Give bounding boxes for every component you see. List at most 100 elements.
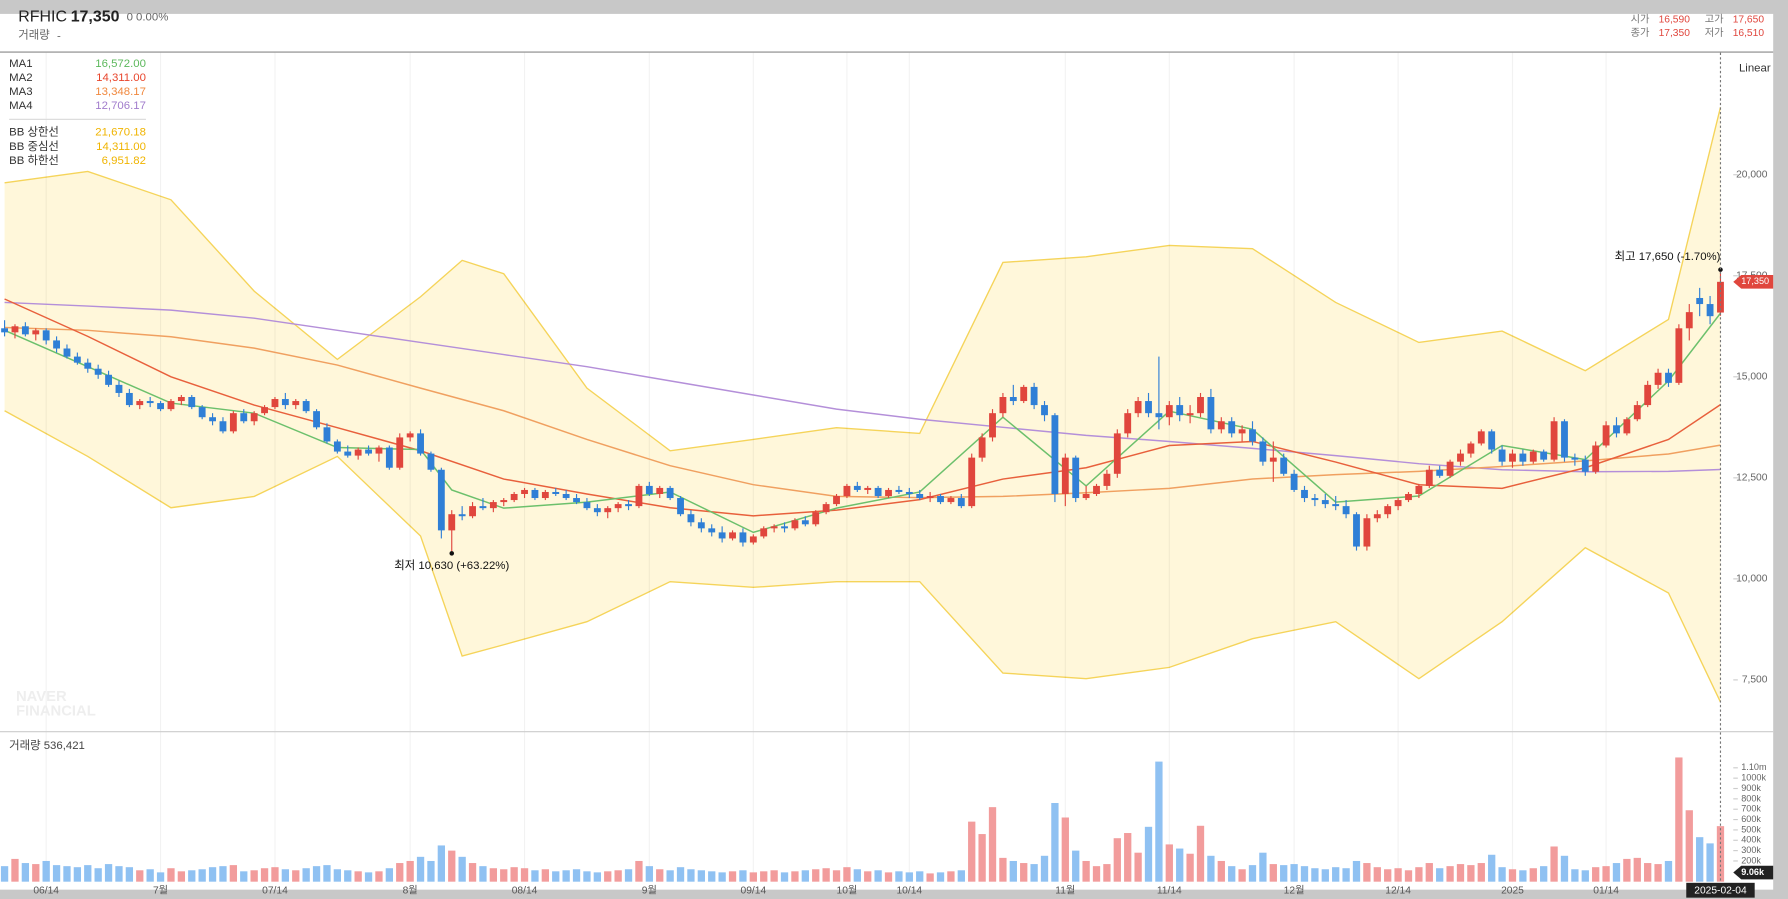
x-tick-label: 8월 <box>403 885 418 897</box>
volume-bar <box>1248 865 1257 882</box>
volume-bar <box>895 871 903 882</box>
volume-bar <box>1716 826 1725 882</box>
candle-body <box>1415 485 1423 494</box>
candle-body <box>469 506 476 517</box>
volume-bar <box>1644 863 1652 882</box>
candle-body <box>1207 397 1215 430</box>
candle-body <box>1051 415 1059 494</box>
volume-tick-label: 400k <box>1741 835 1761 845</box>
ohlc-value: 16,510 <box>1733 28 1765 39</box>
volume-bar <box>1051 803 1059 882</box>
candle-body <box>833 496 840 505</box>
volume-bar <box>0 866 9 882</box>
candle-body <box>1633 405 1641 420</box>
candle-body <box>926 496 934 499</box>
candle-body <box>250 413 258 422</box>
volume-bar <box>1384 869 1392 882</box>
volume-tick-label: 800k <box>1741 793 1761 803</box>
candle-body <box>209 417 216 422</box>
volume-bar <box>760 871 768 882</box>
volume-bar <box>739 870 747 882</box>
volume-bar <box>1446 866 1454 882</box>
volume-bar <box>1134 852 1142 882</box>
scale-mode[interactable]: Linear <box>1739 63 1771 75</box>
candle-body <box>313 411 320 428</box>
candle-body <box>261 407 268 414</box>
candle-body <box>115 384 123 393</box>
candle-body <box>968 457 976 507</box>
legend-value: 12,706.17 <box>95 100 146 112</box>
volume-bar <box>926 873 934 882</box>
candle-body <box>593 508 601 513</box>
candle-body <box>53 340 60 349</box>
volume-bar <box>1103 864 1111 882</box>
candle-body <box>1457 453 1464 462</box>
candle-body <box>105 374 112 385</box>
x-tick-label: 08/14 <box>512 886 538 897</box>
candle-body <box>1030 386 1038 406</box>
volume-bar <box>479 866 487 882</box>
volume-bar <box>1456 864 1465 882</box>
volume-tick-label: 500k <box>1741 824 1761 834</box>
volume-bar <box>947 871 955 882</box>
candle-body <box>1446 461 1454 476</box>
candle-body <box>1103 473 1111 486</box>
candle-body <box>1041 405 1048 416</box>
volume-tick-label: 700k <box>1741 804 1761 814</box>
candle-body <box>1249 429 1256 442</box>
volume-bar <box>32 864 40 882</box>
candle-body <box>1165 405 1173 418</box>
x-tick-label: 11/14 <box>1157 886 1182 897</box>
candle-body <box>843 485 851 497</box>
volume-bar <box>1685 810 1693 882</box>
candle-body <box>697 522 705 529</box>
legend-value: 16,572.00 <box>95 58 146 70</box>
volume-bar <box>1196 825 1205 882</box>
candle-body <box>1519 453 1527 462</box>
candle-body <box>625 504 632 507</box>
candle-body <box>562 493 570 499</box>
ohlc-value: 16,590 <box>1659 14 1691 25</box>
candle-body <box>1685 312 1693 329</box>
low-annotation: 최저 10,630 (+63.22%) <box>394 559 509 572</box>
candle-body <box>781 526 788 529</box>
candle-body <box>1498 449 1506 462</box>
candle-body <box>1561 421 1568 458</box>
candle-body <box>666 487 674 499</box>
x-tick-label: 11월 <box>1055 885 1075 897</box>
candle-body <box>1 328 8 333</box>
volume-bar <box>292 870 300 882</box>
candle-body <box>999 397 1007 414</box>
volume-bar <box>1144 826 1153 882</box>
candle-body <box>1696 297 1704 305</box>
volume-bar <box>21 863 30 882</box>
volume-bar <box>1352 860 1361 882</box>
volume-bar <box>822 868 830 882</box>
volume-bar <box>1581 870 1589 882</box>
volume-bar <box>1113 838 1121 882</box>
candle-body <box>1488 431 1496 450</box>
candle-body <box>1353 514 1360 547</box>
volume-bar <box>510 867 518 882</box>
candle-body <box>989 413 996 438</box>
legend-value: 13,348.17 <box>95 86 146 98</box>
volume-bar <box>406 860 414 882</box>
volume-bar <box>1654 864 1662 882</box>
volume-bar <box>115 866 123 882</box>
volume-bar <box>1498 867 1506 882</box>
candle-body <box>1311 498 1319 501</box>
volume-bar <box>94 868 102 882</box>
candle-body <box>1467 443 1475 454</box>
legend-value: 14,311.00 <box>96 141 146 153</box>
candle-body <box>905 491 913 494</box>
candle-body <box>1613 425 1620 434</box>
volume-bar <box>614 870 622 882</box>
candle-body <box>1061 457 1069 494</box>
volume-bar <box>364 872 373 882</box>
volume-bar <box>188 870 196 882</box>
volume-value: - <box>57 31 61 43</box>
candle-body <box>770 526 778 529</box>
candle-body <box>396 437 404 468</box>
volume-bar <box>104 864 113 882</box>
volume-bar <box>1425 863 1433 882</box>
